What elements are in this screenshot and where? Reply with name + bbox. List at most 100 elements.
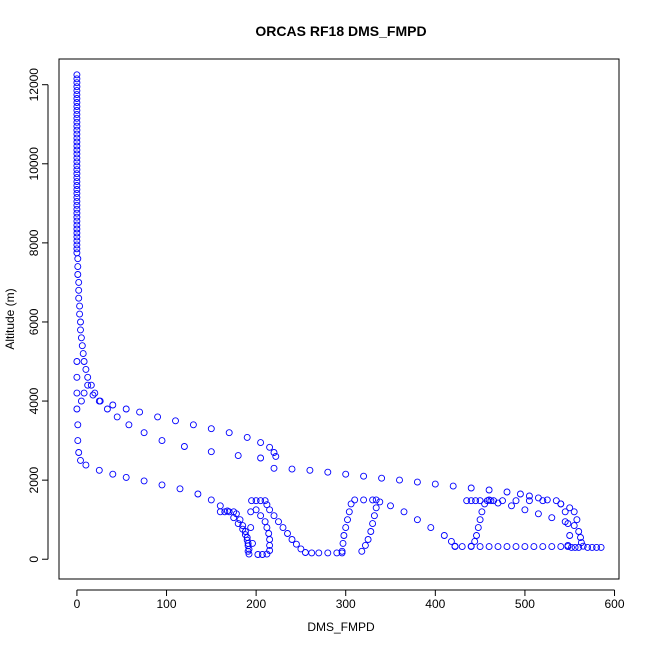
data-point — [249, 539, 256, 547]
data-point — [84, 373, 92, 381]
data-point — [566, 504, 574, 512]
data-point — [564, 541, 572, 549]
data-point — [109, 401, 117, 409]
data-point — [338, 547, 346, 555]
data-point — [109, 470, 117, 478]
data-point — [73, 249, 81, 257]
data-point — [372, 504, 380, 512]
data-point — [284, 530, 291, 537]
data-point — [427, 524, 435, 532]
data-point — [234, 520, 242, 528]
data-point — [243, 433, 251, 441]
data-point — [315, 549, 323, 557]
data-point — [360, 472, 368, 480]
data-point — [73, 103, 81, 110]
data-point — [324, 468, 332, 476]
data-point — [308, 549, 316, 557]
data-point — [467, 542, 475, 550]
data-point — [369, 520, 377, 528]
data-point — [77, 334, 85, 342]
data-point — [503, 543, 511, 551]
data-point — [257, 454, 265, 462]
data-point — [73, 245, 81, 253]
data-point — [367, 528, 375, 535]
data-point — [376, 498, 384, 506]
data-point — [125, 421, 133, 429]
data-point — [75, 278, 83, 286]
data-point — [451, 543, 459, 551]
data-point — [588, 543, 596, 551]
data-point — [73, 150, 81, 158]
data-point — [347, 500, 355, 508]
data-point — [73, 106, 81, 114]
data-point — [508, 502, 515, 510]
data-point — [73, 75, 81, 83]
data-point — [73, 91, 81, 99]
y-axis: 0 2000 4000 6000 8000 10000 12000 — [27, 68, 49, 563]
data-point — [73, 197, 81, 205]
data-point — [344, 516, 351, 524]
data-point — [154, 413, 162, 421]
data-point — [534, 494, 542, 502]
data-point — [458, 543, 466, 551]
data-point — [73, 142, 81, 150]
data-point — [525, 497, 533, 505]
data-point — [73, 114, 81, 122]
data-point — [73, 193, 81, 201]
data-point — [239, 522, 247, 530]
data-point — [244, 547, 252, 555]
data-point — [345, 508, 353, 516]
data-point — [521, 506, 529, 514]
data-point — [413, 478, 421, 486]
data-point — [263, 550, 271, 558]
data-point — [342, 470, 350, 478]
data-point — [378, 474, 386, 482]
data-point — [476, 516, 484, 524]
data-point — [74, 271, 82, 278]
chart-title: ORCAS RF18 DMS_FMPD — [255, 23, 426, 39]
data-point — [78, 342, 86, 350]
data-point — [266, 443, 274, 451]
data-point — [245, 550, 253, 558]
data-point — [73, 233, 81, 241]
data-point — [292, 540, 300, 548]
data-point — [476, 543, 484, 551]
data-point — [288, 536, 296, 543]
data-point — [575, 543, 583, 551]
data-point — [73, 118, 81, 126]
data-point — [77, 397, 85, 405]
data-point — [361, 541, 369, 549]
data-point — [73, 158, 81, 166]
data-point — [369, 496, 377, 504]
data-point — [84, 381, 92, 389]
data-point — [73, 221, 81, 229]
data-point — [73, 213, 81, 221]
data-point — [80, 389, 88, 397]
data-point — [257, 497, 265, 505]
y-tick-label: 0 — [27, 556, 41, 563]
data-point — [485, 496, 493, 504]
data-point — [91, 389, 99, 397]
data-point — [396, 476, 403, 484]
data-point — [73, 130, 81, 138]
data-point — [80, 358, 88, 365]
x-axis-label: DMS_FMPD — [307, 620, 375, 634]
data-point — [76, 302, 84, 310]
x-axis: 0 100 200 300 400 500 600 — [74, 589, 625, 611]
data-point — [577, 534, 584, 541]
data-point — [467, 497, 475, 505]
data-point — [339, 539, 347, 547]
data-point — [73, 241, 81, 249]
data-point — [485, 543, 493, 551]
data-point — [324, 549, 332, 557]
data-point — [575, 528, 583, 535]
data-point — [474, 524, 482, 532]
data-point — [270, 449, 278, 456]
data-point — [236, 516, 244, 524]
data-point — [266, 506, 274, 514]
data-point — [73, 373, 81, 381]
data-point — [247, 524, 255, 532]
data-point — [73, 99, 81, 106]
data-point — [73, 182, 81, 189]
data-point — [82, 365, 90, 373]
